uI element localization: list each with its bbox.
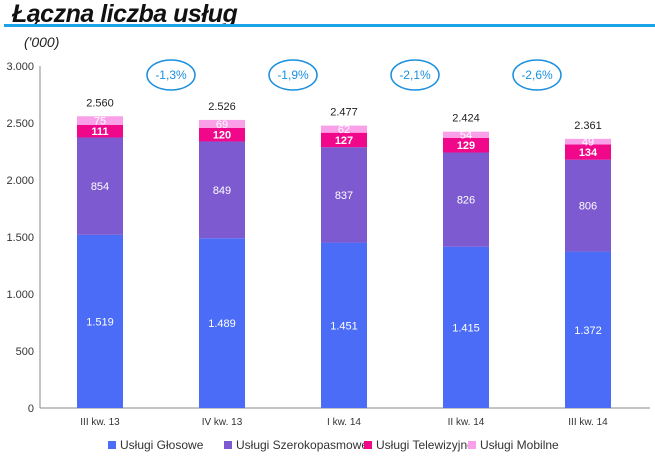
data-label: 134 bbox=[579, 147, 598, 159]
bar-segment bbox=[199, 141, 245, 239]
data-label: 54 bbox=[460, 130, 472, 142]
data-label: 806 bbox=[579, 201, 597, 213]
data-label: 129 bbox=[457, 140, 475, 152]
bar-segment bbox=[565, 138, 611, 145]
bar-segment bbox=[443, 152, 489, 247]
bar-segment bbox=[77, 234, 123, 408]
data-label: 837 bbox=[335, 190, 353, 202]
data-label: 1.372 bbox=[574, 325, 602, 337]
legend-swatch bbox=[468, 441, 476, 449]
y-axis-unit: ('000) bbox=[24, 34, 60, 50]
bar-segment bbox=[77, 137, 123, 235]
legend-swatch bbox=[224, 441, 232, 449]
y-tick-label: 1.000 bbox=[6, 289, 34, 301]
data-label: 49 bbox=[582, 137, 594, 149]
bar-segment bbox=[321, 125, 367, 133]
data-label: 111 bbox=[91, 126, 108, 138]
legend-swatch bbox=[108, 441, 116, 449]
bar-segment bbox=[199, 238, 245, 408]
bar-segment bbox=[565, 251, 611, 408]
data-label: 1.519 bbox=[86, 316, 114, 328]
data-label: 127 bbox=[335, 135, 353, 147]
y-tick-label: 1.500 bbox=[6, 232, 34, 244]
y-tick-label: 3.000 bbox=[6, 61, 34, 73]
bar-segment bbox=[321, 132, 367, 148]
bar-segment bbox=[443, 137, 489, 153]
legend-label: Usługi Głosowe bbox=[120, 438, 204, 452]
data-label: 826 bbox=[457, 195, 475, 207]
bar-segment bbox=[199, 119, 245, 128]
y-tick-label: 2.500 bbox=[6, 118, 34, 130]
bar-segment bbox=[321, 147, 367, 243]
x-tick-label: III kw. 13 bbox=[80, 417, 120, 428]
y-tick-label: 0 bbox=[28, 403, 34, 415]
bar-segment bbox=[199, 127, 245, 142]
bar-segment bbox=[565, 144, 611, 160]
change-badge bbox=[268, 59, 318, 91]
x-tick-label: II kw. 14 bbox=[448, 417, 485, 428]
change-badge bbox=[512, 59, 562, 91]
total-label: 2.560 bbox=[86, 97, 114, 109]
data-label: 1.489 bbox=[208, 318, 236, 330]
change-badge bbox=[390, 59, 440, 91]
bar-segment bbox=[443, 131, 489, 138]
data-label: 69 bbox=[216, 119, 228, 131]
bar-segment bbox=[443, 246, 489, 408]
data-label: 849 bbox=[213, 185, 231, 197]
title-underline bbox=[4, 24, 655, 27]
data-label: 75 bbox=[94, 116, 106, 128]
bar-segment bbox=[77, 124, 123, 138]
data-label: 854 bbox=[91, 181, 109, 193]
bar-segment bbox=[77, 116, 123, 125]
x-tick-label: IV kw. 13 bbox=[202, 417, 243, 428]
data-label: 1.451 bbox=[330, 320, 358, 332]
legend-swatch bbox=[364, 441, 372, 449]
x-tick-label: I kw. 14 bbox=[327, 417, 361, 428]
bar-segment bbox=[321, 242, 367, 408]
total-label: 2.526 bbox=[208, 101, 236, 113]
data-label: 1.415 bbox=[452, 322, 480, 334]
change-label: -2,1% bbox=[399, 68, 431, 82]
legend-label: Usługi Szerokopasmowe bbox=[236, 438, 368, 452]
change-label: -2,6% bbox=[521, 68, 553, 82]
legend-label: Usługi Mobilne bbox=[480, 438, 559, 452]
total-label: 2.477 bbox=[330, 107, 358, 119]
bar-segment bbox=[565, 159, 611, 252]
total-label: 2.361 bbox=[574, 120, 602, 132]
legend-label: Usługi Telewizyjne bbox=[376, 438, 474, 452]
data-label: 62 bbox=[338, 124, 350, 136]
total-label: 2.424 bbox=[452, 113, 480, 125]
y-tick-label: 500 bbox=[16, 346, 34, 358]
y-tick-label: 2.000 bbox=[6, 175, 34, 187]
change-label: -1,3% bbox=[155, 68, 187, 82]
change-badge bbox=[146, 59, 196, 91]
data-label: 120 bbox=[213, 130, 231, 142]
chart-title: Łączna liczba usług bbox=[12, 0, 238, 28]
change-label: -1,9% bbox=[277, 68, 309, 82]
x-tick-label: III kw. 14 bbox=[568, 417, 608, 428]
